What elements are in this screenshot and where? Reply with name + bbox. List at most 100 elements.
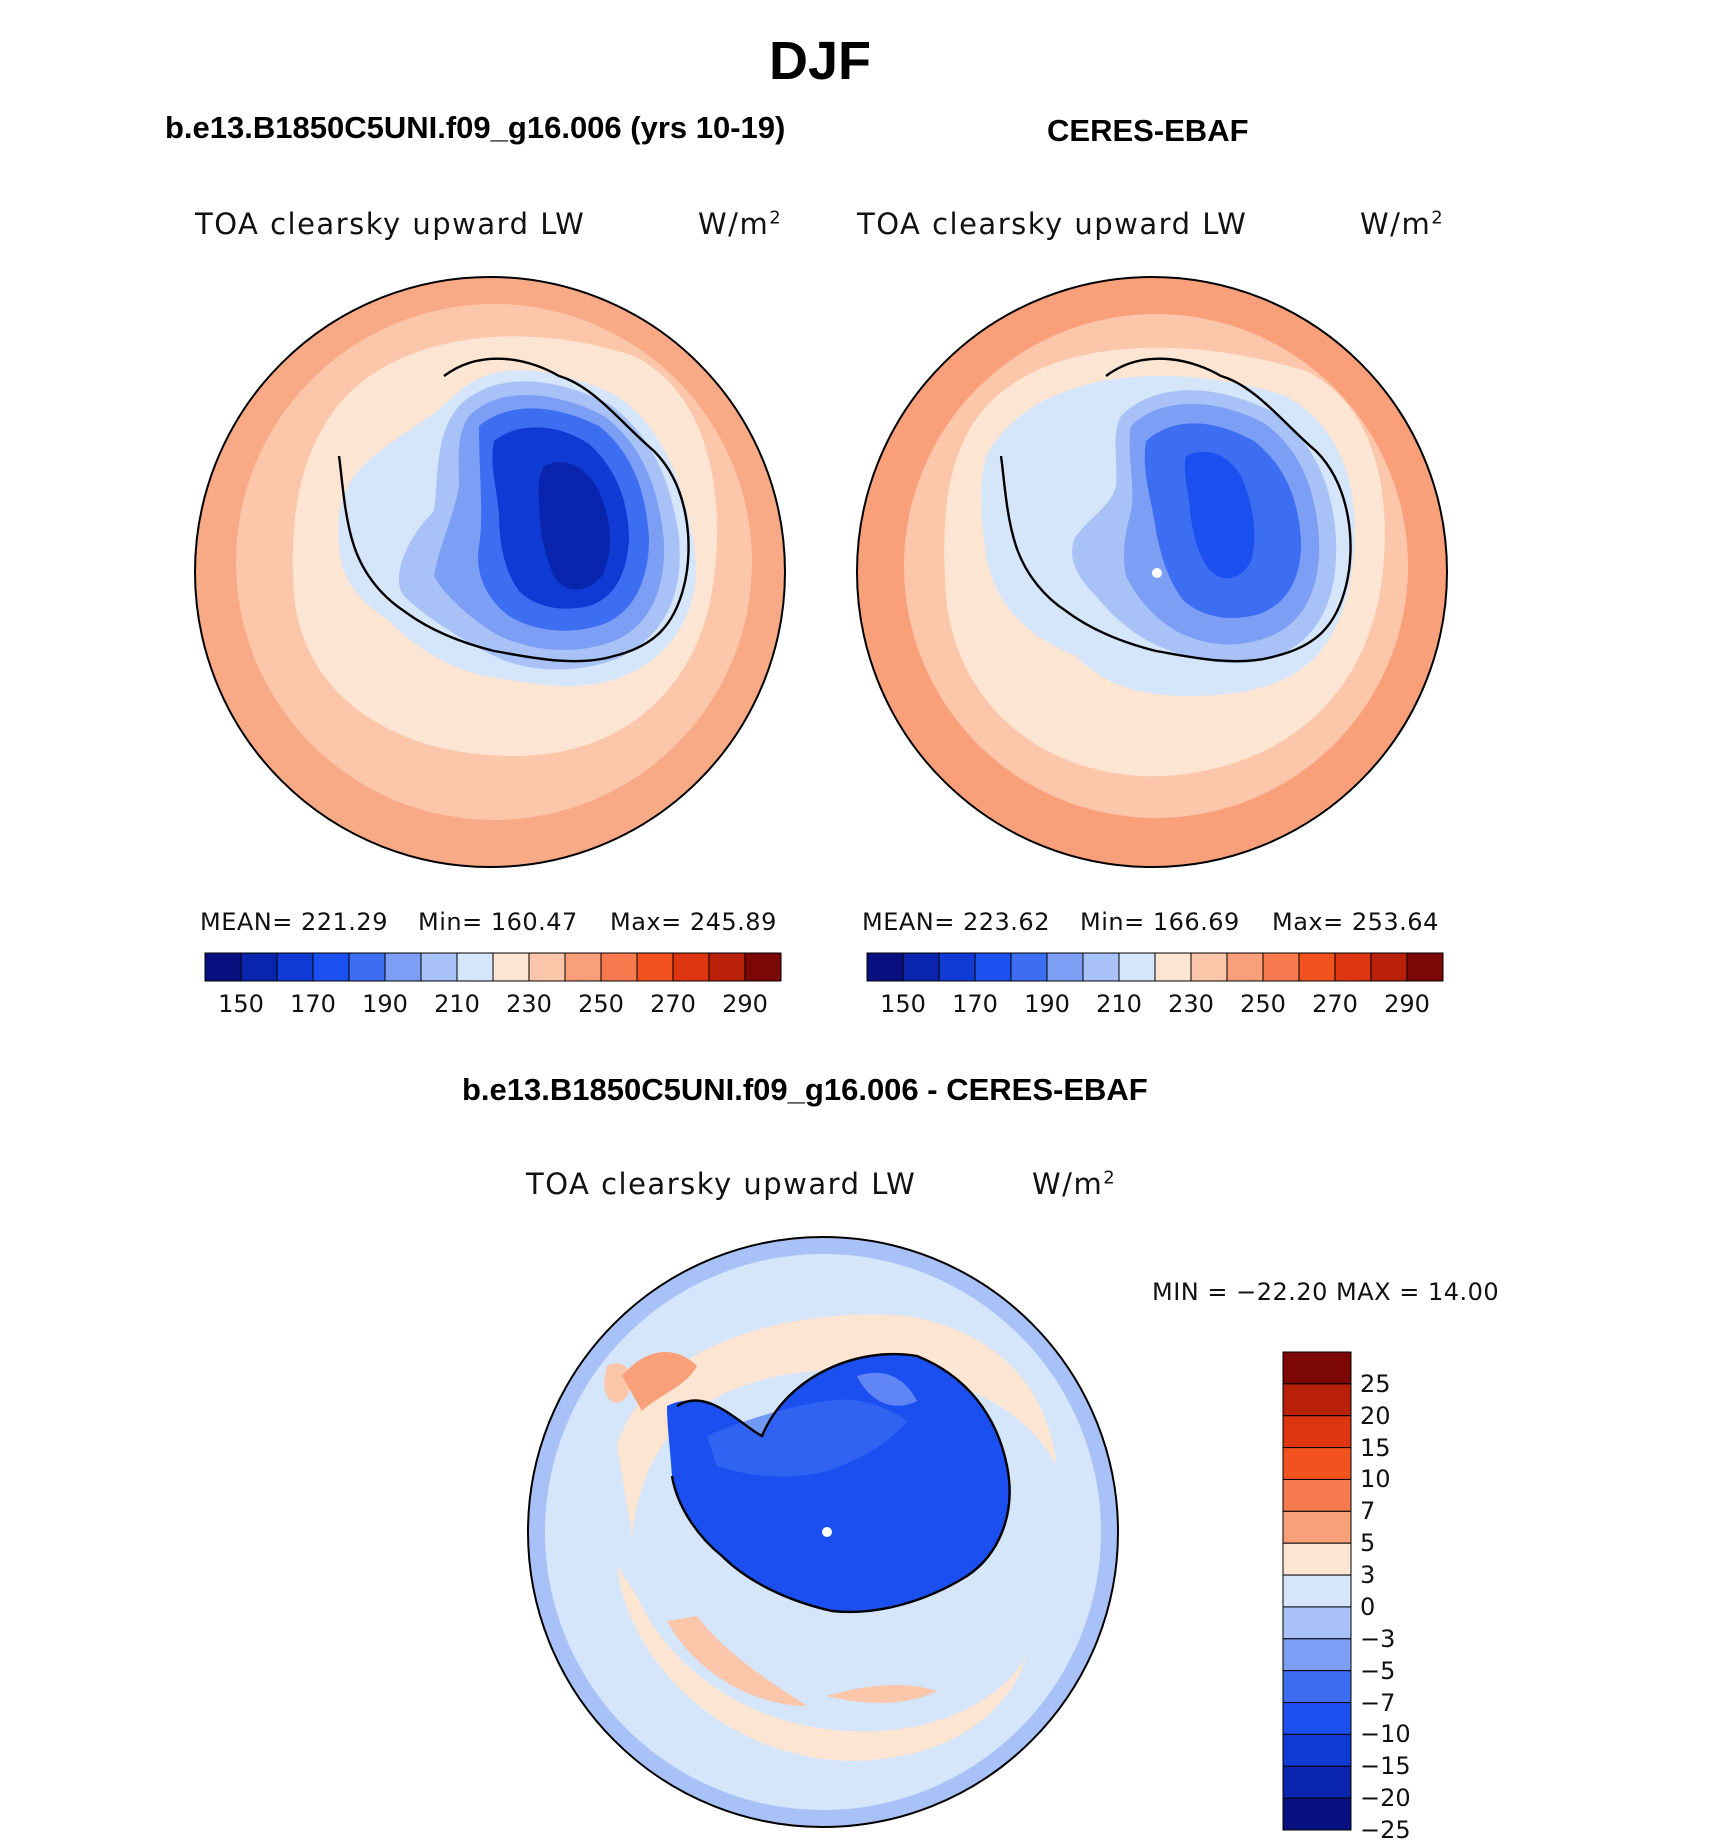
figure-title: DJF [768,31,871,91]
panel2-colorbar [866,952,1444,982]
panel2-polar-map [856,276,1448,868]
colorbar-swatch [1154,952,1192,982]
diff-panel-title: b.e13.B1850C5UNI.f09_g16.006 - CERES-EBA… [462,1072,1148,1107]
colorbar-swatch [1334,952,1372,982]
colorbar-swatch [1282,1606,1352,1640]
colorbar-tick-label: 170 [952,990,998,1018]
colorbar-tick-label: 10 [1360,1465,1391,1494]
colorbar-swatch [1262,952,1300,982]
colorbar-swatch [1370,952,1408,982]
colorbar-tick-label: −5 [1360,1656,1396,1685]
colorbar-swatch [312,952,350,982]
diff-colorbar-ticks: 25 20 15 10 7 5 3 0 −3 −5 −7 −10 −15 −20 −25 [1360,1352,1460,1844]
colorbar-swatch [1282,1797,1352,1831]
colorbar-tick-label: 270 [1312,990,1358,1018]
colorbar-swatch [1190,952,1228,982]
panel1-case-title: b.e13.B1850C5UNI.f09_g16.006 (yrs 10-19) [165,110,786,145]
colorbar-tick-label: 210 [1096,990,1142,1018]
colorbar-tick-label: 150 [880,990,926,1018]
panel1-max: Max= 245.89 [610,908,777,936]
colorbar-swatch [1282,1447,1352,1480]
panel2-units: W/m2 [1360,207,1445,241]
colorbar-tick-label: 190 [362,990,408,1018]
colorbar-tick-label: 15 [1360,1433,1391,1462]
colorbar-swatch [866,952,904,982]
colorbar-swatch [1282,1670,1352,1704]
colorbar-tick-label: 170 [290,990,336,1018]
colorbar-swatch [348,952,386,982]
panel2-case-title: CERES-EBAF [1047,113,1249,148]
colorbar-swatch [456,952,494,982]
panel1-variable: TOA clearsky upward LW [195,207,586,241]
colorbar-tick-label: 250 [578,990,624,1018]
colorbar-swatch [276,952,314,982]
colorbar-tick-label: 290 [1384,990,1430,1018]
colorbar-tick-label: 20 [1360,1401,1391,1430]
colorbar-swatch [600,952,638,982]
panel2-colorbar-ticks: 150 170 190 210 230 250 270 290 [867,990,1443,1020]
panel2-min: Min= 166.69 [1080,908,1240,936]
panel2-variable: TOA clearsky upward LW [857,207,1248,241]
colorbar-tick-label: 270 [650,990,696,1018]
colorbar-swatch [636,952,674,982]
colorbar-swatch [564,952,602,982]
colorbar-tick-label: −3 [1360,1624,1396,1653]
colorbar-swatch [204,952,242,982]
colorbar-swatch [1282,1383,1352,1417]
panel1-mean: MEAN= 221.29 [200,908,388,936]
colorbar-tick-label: −25 [1360,1816,1411,1844]
colorbar-tick-label: 250 [1240,990,1286,1018]
colorbar-swatch [974,952,1012,982]
colorbar-swatch [902,952,940,982]
colorbar-tick-label: 190 [1024,990,1070,1018]
colorbar-swatch [1282,1733,1352,1767]
panel1-polar-map [194,276,786,868]
colorbar-tick-label: 3 [1360,1561,1376,1590]
diff-colorbar [1282,1351,1352,1831]
colorbar-tick-label: 0 [1360,1592,1376,1621]
colorbar-swatch [1282,1574,1352,1608]
colorbar-tick-label: −10 [1360,1720,1411,1749]
colorbar-tick-label: −15 [1360,1752,1411,1781]
colorbar-swatch [528,952,566,982]
colorbar-tick-label: 210 [434,990,480,1018]
diff-minmax: MIN = −22.20 MAX = 14.00 [1152,1278,1500,1306]
colorbar-tick-label: 230 [1168,990,1214,1018]
colorbar-tick-label: 230 [506,990,552,1018]
colorbar-tick-label: 150 [218,990,264,1018]
colorbar-swatch [1082,952,1120,982]
panel2-mean: MEAN= 223.62 [862,908,1050,936]
colorbar-swatch [1282,1702,1352,1735]
colorbar-swatch [492,952,530,982]
colorbar-tick-label: −20 [1360,1784,1411,1813]
panel2-max: Max= 253.64 [1272,908,1439,936]
colorbar-swatch [1282,1510,1352,1544]
colorbar-swatch [1010,952,1048,982]
colorbar-tick-label: 7 [1360,1497,1376,1526]
diff-polar-map [527,1236,1119,1828]
colorbar-swatch [1046,952,1084,982]
colorbar-swatch [1406,952,1444,982]
colorbar-swatch [708,952,746,982]
colorbar-swatch [1118,952,1156,982]
colorbar-swatch [240,952,278,982]
colorbar-swatch [672,952,710,982]
colorbar-swatch [938,952,976,982]
colorbar-swatch [1226,952,1264,982]
colorbar-tick-label: 5 [1360,1529,1376,1558]
panel1-min: Min= 160.47 [418,908,578,936]
diff-units: W/m2 [1032,1167,1117,1201]
panel1-colorbar-ticks: 150 170 190 210 230 250 270 290 [205,990,781,1020]
colorbar-tick-label: −7 [1360,1688,1396,1717]
colorbar-swatch [1282,1638,1352,1672]
colorbar-swatch [420,952,458,982]
colorbar-swatch [1282,1415,1352,1449]
panel1-colorbar [204,952,782,982]
colorbar-swatch [1282,1478,1352,1512]
colorbar-swatch [1282,1351,1352,1385]
colorbar-swatch [1282,1542,1352,1576]
colorbar-tick-label: 25 [1360,1369,1391,1398]
colorbar-swatch [1298,952,1336,982]
colorbar-swatch [1282,1765,1352,1799]
diff-variable: TOA clearsky upward LW [526,1167,917,1201]
